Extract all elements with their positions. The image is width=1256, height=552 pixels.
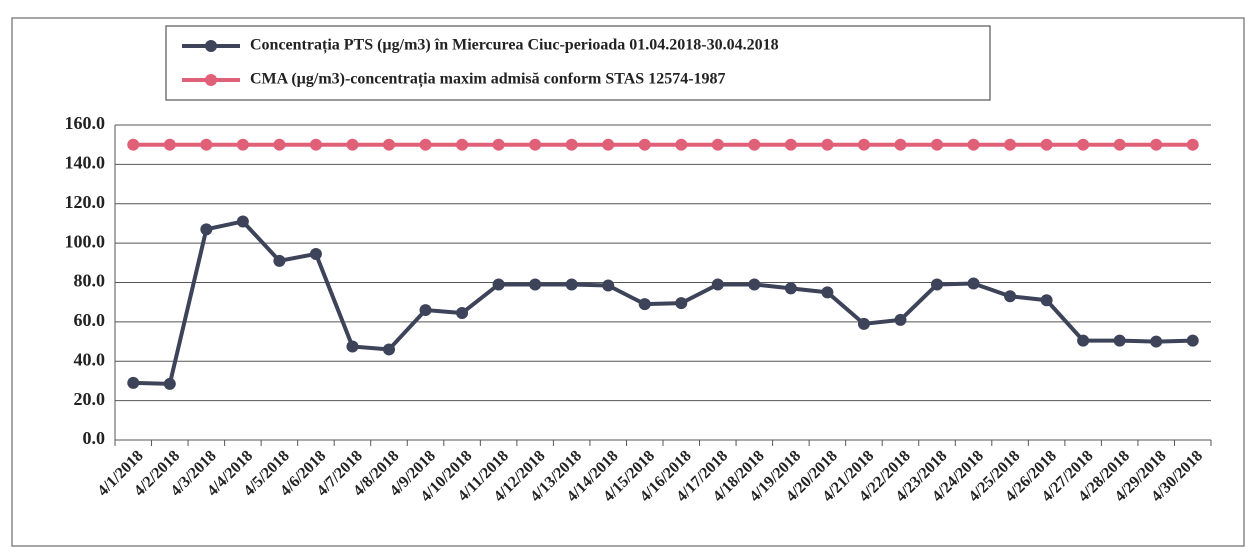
data-point (383, 138, 395, 151)
data-point (857, 317, 870, 330)
data-point (309, 247, 322, 260)
data-point (1040, 294, 1053, 307)
y-tick-label: 80.0 (74, 271, 106, 291)
data-point (456, 307, 469, 320)
y-tick-label: 120.0 (65, 192, 106, 212)
data-point (931, 278, 943, 291)
data-point (748, 138, 761, 151)
data-point (821, 138, 834, 151)
data-point (163, 377, 176, 390)
data-point (1150, 335, 1163, 348)
data-point (1040, 138, 1053, 151)
data-point (784, 138, 797, 151)
data-point (675, 297, 688, 310)
data-point (967, 138, 980, 151)
data-point (383, 343, 395, 356)
data-point (419, 304, 432, 317)
data-point (894, 313, 907, 326)
data-point (200, 138, 213, 151)
data-point (236, 215, 249, 228)
data-point (638, 138, 651, 151)
y-tick-label: 60.0 (74, 310, 106, 330)
data-point (602, 138, 615, 151)
data-point (894, 138, 907, 151)
y-tick-label: 40.0 (74, 349, 106, 369)
legend-marker (205, 74, 217, 86)
data-point (1113, 334, 1126, 347)
data-point (1077, 138, 1090, 151)
legend-label: Concentrația PTS (µg/m3) în Miercurea Ci… (250, 37, 779, 55)
data-point (236, 138, 249, 151)
data-point (967, 277, 980, 290)
data-point (565, 278, 578, 291)
data-point (1004, 290, 1017, 303)
legend-label: CMA (µg/m3)-concentrația maxim admisă co… (250, 71, 726, 89)
y-tick-label: 160.0 (65, 113, 106, 133)
data-point (163, 138, 176, 151)
data-point (857, 138, 870, 151)
data-point (273, 138, 286, 151)
data-point (1186, 138, 1199, 151)
data-point (346, 340, 359, 353)
y-tick-label: 100.0 (65, 231, 106, 251)
data-point (602, 279, 615, 292)
data-point (711, 138, 724, 151)
data-point (821, 286, 834, 299)
data-point (1113, 138, 1126, 151)
data-point (346, 138, 359, 151)
data-point (529, 278, 542, 291)
data-point (931, 138, 943, 151)
data-point (273, 254, 286, 267)
data-point (711, 278, 724, 291)
data-point (200, 223, 213, 236)
data-point (419, 138, 432, 151)
y-tick-label: 20.0 (74, 389, 106, 409)
data-point (1077, 334, 1090, 347)
data-point (492, 138, 505, 151)
data-point (1150, 138, 1163, 151)
data-point (1186, 334, 1199, 347)
legend-box (165, 25, 991, 101)
data-point (565, 138, 578, 151)
data-point (748, 278, 761, 291)
y-tick-label: 0.0 (83, 428, 106, 448)
data-point (456, 138, 469, 151)
data-point (1004, 138, 1017, 151)
data-point (492, 278, 505, 291)
data-point (675, 138, 688, 151)
data-point (784, 282, 797, 295)
data-point (309, 138, 322, 151)
data-point (127, 138, 140, 151)
data-point (529, 138, 542, 151)
data-point (127, 376, 140, 389)
series-line (133, 219, 1193, 386)
data-point (638, 298, 651, 311)
legend-marker (205, 40, 217, 52)
y-tick-label: 140.0 (65, 153, 106, 173)
